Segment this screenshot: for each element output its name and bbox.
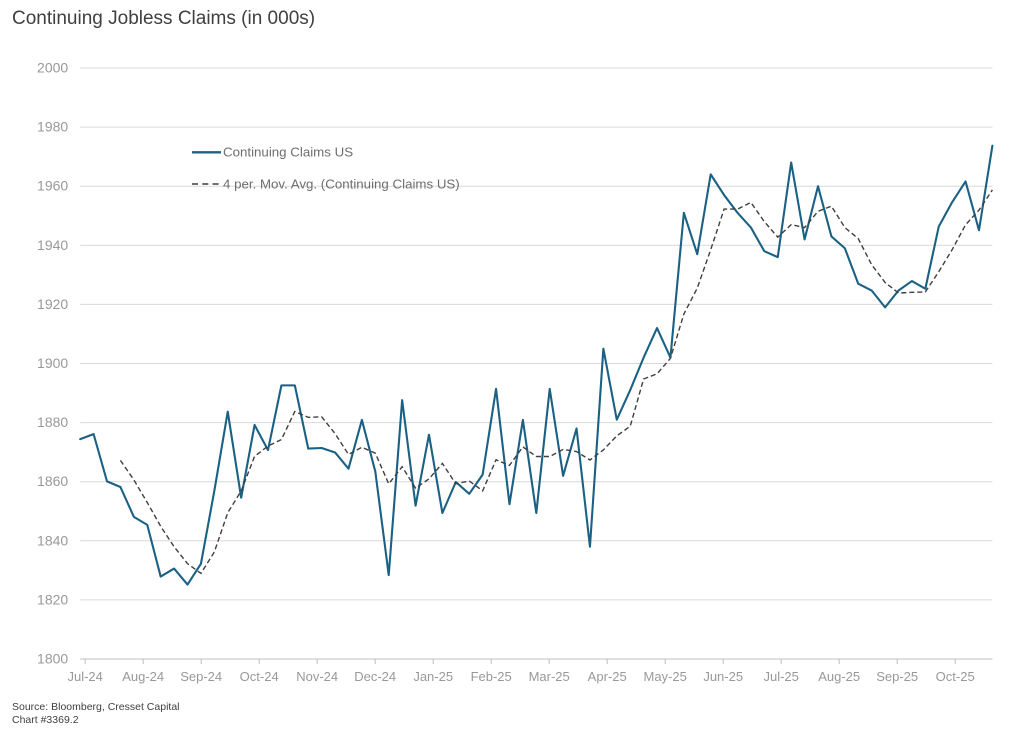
svg-text:4 per. Mov. Avg. (Continuing C: 4 per. Mov. Avg. (Continuing Claims US) xyxy=(223,176,460,191)
svg-text:Apr-25: Apr-25 xyxy=(588,669,627,684)
svg-text:Sep-24: Sep-24 xyxy=(180,669,222,684)
svg-text:Feb-25: Feb-25 xyxy=(471,669,512,684)
svg-text:1960: 1960 xyxy=(37,178,68,194)
svg-text:1880: 1880 xyxy=(37,414,68,430)
svg-text:May-25: May-25 xyxy=(644,669,687,684)
svg-text:Aug-25: Aug-25 xyxy=(818,669,860,684)
svg-text:Oct-24: Oct-24 xyxy=(240,669,279,684)
svg-text:Continuing Claims US: Continuing Claims US xyxy=(223,145,353,160)
svg-text:1980: 1980 xyxy=(37,119,68,135)
svg-text:1820: 1820 xyxy=(37,591,68,607)
svg-text:1900: 1900 xyxy=(37,355,68,371)
svg-text:Jan-25: Jan-25 xyxy=(413,669,453,684)
svg-text:2000: 2000 xyxy=(37,60,68,76)
svg-text:Jul-25: Jul-25 xyxy=(763,669,798,684)
svg-text:Jun-25: Jun-25 xyxy=(703,669,743,684)
svg-text:Oct-25: Oct-25 xyxy=(936,669,975,684)
svg-text:Mar-25: Mar-25 xyxy=(529,669,570,684)
svg-text:Dec-24: Dec-24 xyxy=(354,669,396,684)
svg-text:Jul-24: Jul-24 xyxy=(67,669,102,684)
svg-text:1860: 1860 xyxy=(37,473,68,489)
svg-text:Sep-25: Sep-25 xyxy=(876,669,918,684)
svg-text:1940: 1940 xyxy=(37,237,68,253)
svg-text:Aug-24: Aug-24 xyxy=(122,669,164,684)
svg-text:1920: 1920 xyxy=(37,296,68,312)
svg-text:1840: 1840 xyxy=(37,532,68,548)
svg-text:1800: 1800 xyxy=(37,651,68,667)
svg-text:Nov-24: Nov-24 xyxy=(296,669,338,684)
